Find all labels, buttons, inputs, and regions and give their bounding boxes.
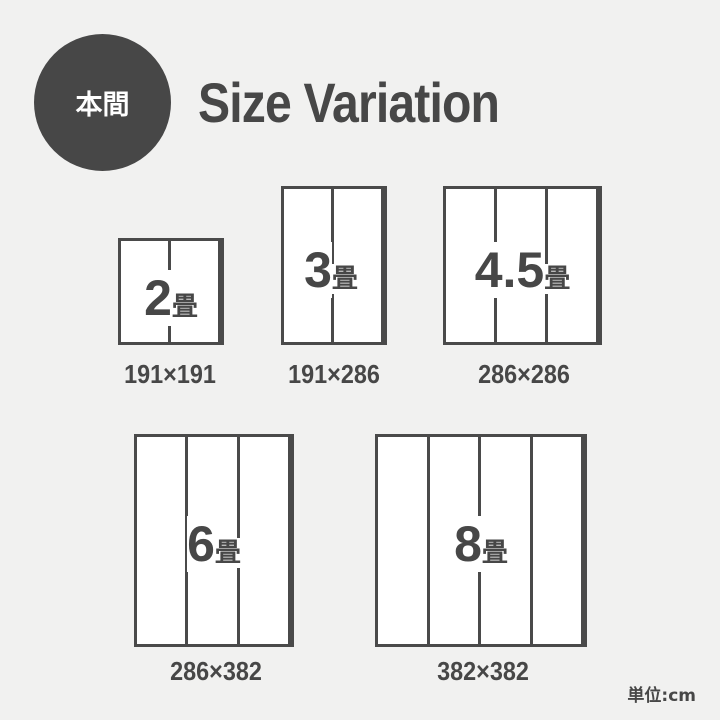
room-label: 4.5畳 [474,242,571,298]
room-dimensions: 382×382 [437,656,529,686]
tatami-panel [481,437,533,644]
tatami-panel [240,437,291,644]
tatami-panel [548,189,599,342]
room-dimensions: 191×286 [288,359,380,389]
room-8-jo: 8畳 [375,434,587,647]
tatami-panel [378,437,430,644]
tatami-panel [137,437,189,644]
unit-note: 単位:cm [627,686,696,706]
room-6-jo: 6畳 [134,434,294,647]
room-dimensions: 286×286 [478,359,570,389]
room-label: 8畳 [454,516,508,572]
room-4-5-jo: 4.5畳 [443,186,602,345]
page-title: Size Variation [198,71,500,134]
tatami-panel [533,437,584,644]
honma-badge: 本間 [34,34,171,171]
tatami-panel [334,189,384,342]
room-2-jo: 2畳 [118,238,224,345]
room-label: 2畳 [144,270,198,326]
room-dimensions: 286×382 [170,656,262,686]
tatami-panel [171,241,221,342]
room-3-jo: 3畳 [281,186,387,345]
room-label: 6畳 [187,516,241,572]
badge-text: 本間 [75,90,130,121]
room-label: 3畳 [304,242,358,298]
room-dimensions: 191×191 [124,359,216,389]
